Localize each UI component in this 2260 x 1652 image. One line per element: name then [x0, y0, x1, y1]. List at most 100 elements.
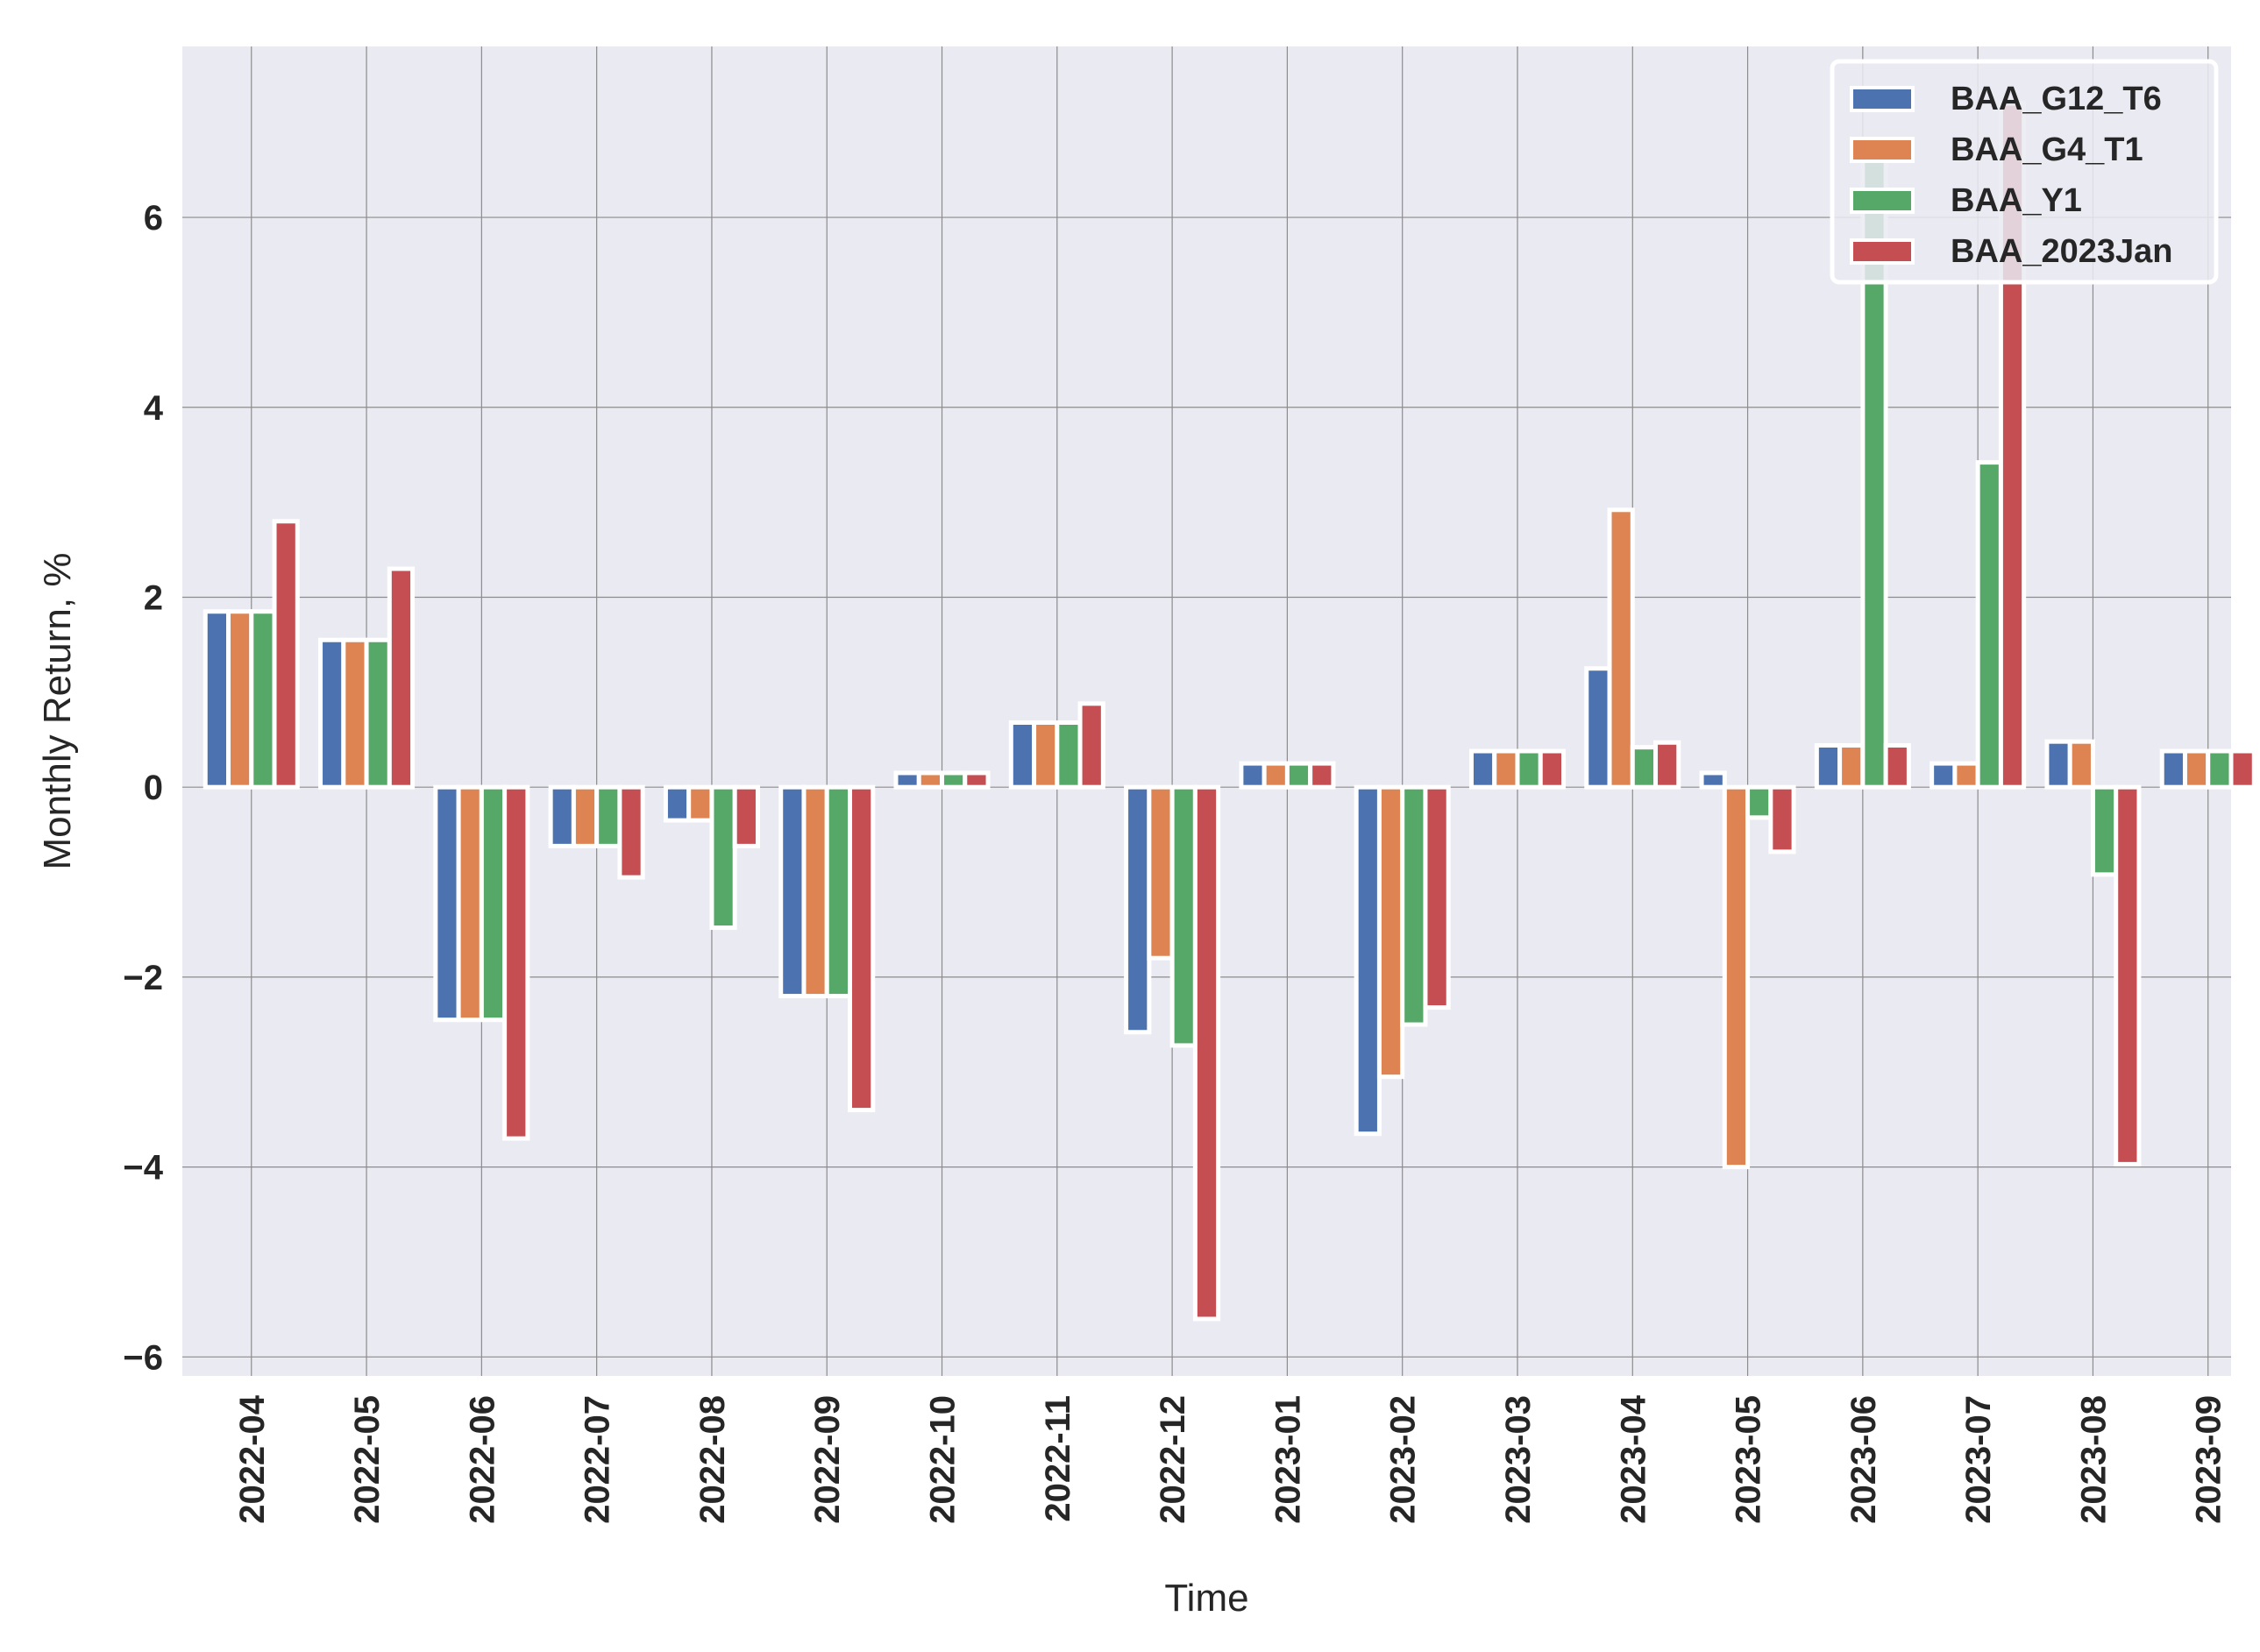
x-tick-label: 2023-04 — [1614, 1394, 1652, 1524]
legend-swatch — [1850, 86, 1915, 112]
bar — [341, 637, 369, 790]
legend: BAA_G12_T6 BAA_G4_T1 BAA_Y1 BAA_2023Jan — [1830, 59, 2219, 285]
bar — [847, 784, 876, 1113]
bar — [1423, 784, 1451, 1010]
bar — [1032, 720, 1060, 790]
bar — [801, 784, 829, 999]
x-tick-label: 2022-04 — [233, 1394, 272, 1524]
x-axis-label: Time — [1164, 1577, 1248, 1620]
bar — [1883, 743, 1911, 790]
bar — [1308, 761, 1336, 790]
x-tick-label: 2023-09 — [2190, 1395, 2228, 1524]
y-tick-label: 2 — [144, 578, 163, 617]
bar — [2067, 739, 2095, 790]
x-tick-label: 2022-11 — [1039, 1395, 1077, 1522]
bar — [663, 784, 692, 823]
bar — [1584, 666, 1612, 790]
bar — [2090, 784, 2119, 877]
bar — [686, 784, 714, 823]
y-axis-ticks: −6 −4 −2 0 2 4 6 — [123, 199, 163, 1377]
bar — [1055, 720, 1083, 790]
bar — [2206, 748, 2234, 790]
legend-box — [1830, 59, 2219, 285]
bar — [2044, 739, 2072, 790]
bar — [2114, 784, 2142, 1166]
bar — [1008, 720, 1037, 790]
bar — [318, 637, 346, 790]
bar — [456, 784, 484, 1023]
x-tick-label: 2022-09 — [808, 1395, 847, 1524]
x-tick-label: 2023-08 — [2074, 1395, 2113, 1524]
bar — [1284, 761, 1313, 790]
legend-label: BAA_G4_T1 — [1951, 131, 2143, 168]
bar — [203, 609, 231, 790]
legend-swatch — [1850, 238, 1915, 265]
x-tick-label: 2023-02 — [1384, 1395, 1423, 1524]
bar — [1376, 784, 1405, 1080]
x-tick-label: 2023-07 — [1959, 1395, 1998, 1524]
bar — [594, 784, 622, 848]
y-tick-label: −2 — [123, 959, 163, 997]
bar — [1722, 784, 1751, 1170]
bar — [1147, 784, 1175, 961]
bar — [1538, 748, 1567, 790]
bar — [732, 784, 760, 848]
x-tick-label: 2022-12 — [1154, 1395, 1192, 1524]
bar — [479, 784, 508, 1023]
bar — [2228, 748, 2256, 790]
bar — [1930, 761, 1958, 790]
bar — [433, 784, 461, 1023]
x-tick-label: 2022-10 — [924, 1395, 963, 1524]
legend-label: BAA_G12_T6 — [1951, 81, 2162, 117]
legend-label: BAA_2023Jan — [1951, 233, 2172, 270]
bar — [824, 784, 852, 999]
y-tick-label: 6 — [144, 199, 163, 238]
y-tick-label: 4 — [144, 389, 164, 428]
bar — [1468, 748, 1497, 790]
bar — [778, 784, 807, 999]
bar — [940, 770, 968, 790]
bar — [249, 609, 277, 790]
x-tick-label: 2022-05 — [348, 1395, 387, 1524]
bar — [1239, 761, 1267, 790]
legend-swatch — [1850, 137, 1915, 163]
bar — [1630, 745, 1659, 790]
bar — [709, 784, 737, 931]
bar — [1124, 784, 1152, 1035]
bar — [226, 609, 254, 790]
bar — [364, 637, 392, 790]
bar — [1261, 761, 1290, 790]
bar — [963, 770, 991, 790]
bar — [502, 784, 530, 1141]
bar — [1607, 507, 1635, 790]
x-tick-label: 2023-05 — [1730, 1395, 1768, 1524]
bar — [1699, 770, 1727, 790]
x-tick-label: 2023-06 — [1844, 1395, 1883, 1524]
legend-swatch — [1850, 188, 1915, 214]
bar — [1400, 784, 1428, 1027]
bar — [916, 770, 945, 790]
x-axis-ticks: 2022-04 2022-05 2022-06 2022-07 2022-08 2022-… — [233, 1394, 2228, 1524]
bar — [1975, 460, 2003, 790]
bar — [1354, 784, 1382, 1137]
bar — [1169, 784, 1198, 1048]
bar — [1192, 784, 1221, 1322]
bar — [1768, 784, 1796, 854]
x-tick-label: 2022-06 — [463, 1395, 501, 1524]
bars — [203, 101, 2256, 1322]
bar — [1952, 761, 1980, 790]
y-tick-label: −4 — [123, 1149, 163, 1188]
x-tick-label: 2022-08 — [693, 1395, 732, 1524]
bar — [2159, 748, 2187, 790]
bar — [1653, 740, 1681, 790]
bar — [1745, 784, 1773, 820]
bar — [272, 519, 300, 790]
y-axis-label: Monthly Return, % — [36, 553, 79, 870]
bar — [617, 784, 645, 880]
bar — [893, 770, 921, 790]
bar — [1077, 701, 1105, 790]
legend-label: BAA_Y1 — [1951, 182, 2082, 219]
bar — [1814, 743, 1843, 790]
bar — [2182, 748, 2211, 790]
